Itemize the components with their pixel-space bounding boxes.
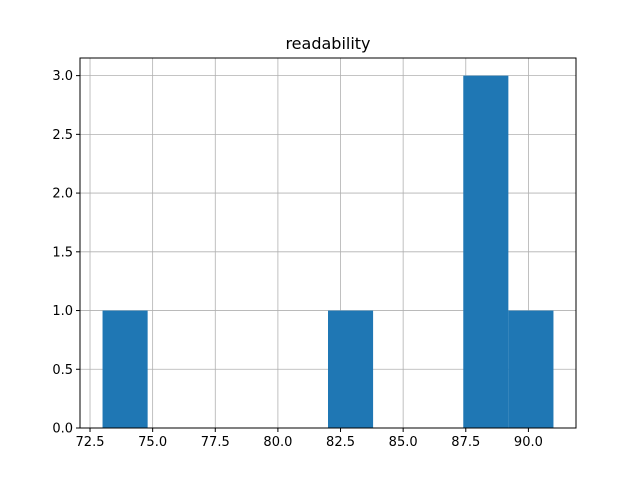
histogram-bar	[508, 310, 554, 428]
x-tick-label: 90.0	[514, 435, 543, 450]
x-tick-label: 82.5	[326, 435, 355, 450]
x-tick-label: 87.5	[451, 435, 480, 450]
bar-layer	[102, 75, 554, 428]
y-tick-label: 2.0	[52, 187, 73, 202]
x-tick-label: 72.5	[76, 435, 105, 450]
plot-frame	[79, 57, 577, 429]
histogram-bar	[102, 310, 148, 428]
x-tick-label: 77.5	[201, 435, 230, 450]
x-tick-label: 75.0	[138, 435, 167, 450]
histogram-bar	[463, 75, 509, 428]
chart-title: readability	[285, 34, 370, 53]
x-tick-label: 80.0	[263, 435, 292, 450]
y-tick-label: 3.0	[52, 69, 73, 84]
y-tick-label: 2.5	[52, 128, 73, 143]
histogram-bar	[328, 310, 374, 428]
axis-layer: 72.5 75.0 77.5 80.0 82.5 85.0 87.5 90.0 0.0 0.5 1.…	[52, 57, 577, 450]
y-tick-label: 0.0	[52, 422, 73, 437]
y-tick-label: 1.0	[52, 304, 73, 319]
x-tick-label: 85.0	[389, 435, 418, 450]
y-tick-label: 1.5	[52, 245, 73, 260]
y-tick-label: 0.5	[52, 363, 73, 378]
